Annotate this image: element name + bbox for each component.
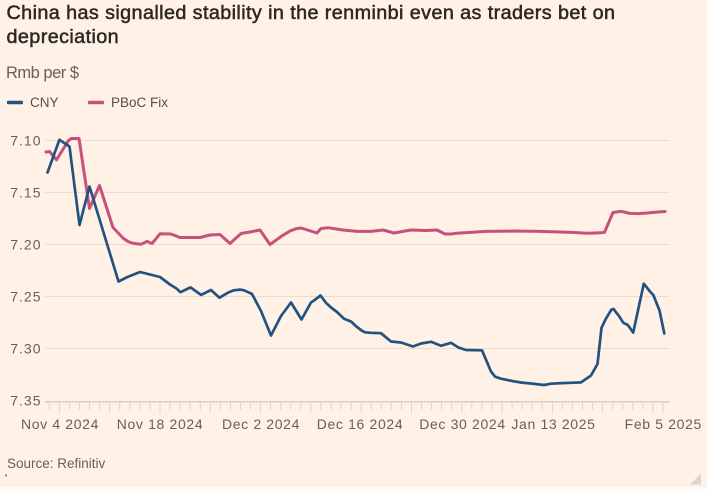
svg-text:7.15: 7.15 xyxy=(10,185,41,201)
svg-text:7.25: 7.25 xyxy=(10,289,41,305)
svg-text:Nov 18 2024: Nov 18 2024 xyxy=(117,416,204,432)
svg-text:Dec 16 2024: Dec 16 2024 xyxy=(317,416,404,432)
svg-text:7.35: 7.35 xyxy=(10,393,41,409)
svg-text:7.20: 7.20 xyxy=(10,237,41,253)
svg-text:7.30: 7.30 xyxy=(10,341,41,357)
svg-text:Nov 4 2024: Nov 4 2024 xyxy=(21,416,99,432)
svg-text:Dec 2 2024: Dec 2 2024 xyxy=(222,416,300,432)
svg-text:Jan 13 2025: Jan 13 2025 xyxy=(511,416,595,432)
svg-text:7.10: 7.10 xyxy=(10,133,41,149)
svg-text:Feb 5 2025: Feb 5 2025 xyxy=(625,416,702,432)
svg-text:Dec 30 2024: Dec 30 2024 xyxy=(419,416,506,432)
